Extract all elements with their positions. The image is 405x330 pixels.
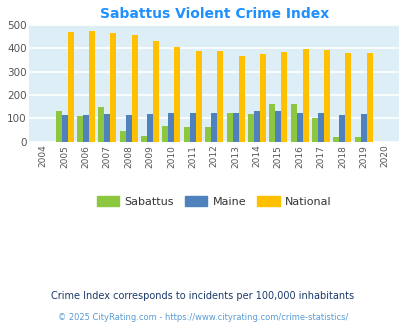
Bar [269,104,275,142]
Bar [247,114,253,142]
Bar [195,51,201,142]
Bar [162,126,168,142]
Bar [83,115,89,142]
Bar [104,114,110,142]
Bar [174,47,180,142]
Bar [232,113,238,142]
Bar [190,113,195,142]
Bar [275,111,281,142]
Bar [126,115,131,142]
Bar [345,53,351,142]
Bar [354,137,360,142]
Bar [238,56,244,142]
Bar [183,127,190,142]
Bar [55,111,62,142]
Bar [302,49,308,142]
Bar [131,35,137,142]
Bar [141,136,147,142]
Bar [205,127,211,142]
Bar [153,41,159,142]
Bar [360,114,366,142]
Bar [259,54,265,142]
Bar [290,104,296,142]
Bar [62,115,68,142]
Bar [311,118,317,142]
Bar [296,113,302,142]
Bar [110,33,116,142]
Bar [317,113,323,142]
Bar [77,116,83,142]
Legend: Sabattus, Maine, National: Sabattus, Maine, National [92,192,335,212]
Bar [217,51,223,142]
Bar [119,131,126,142]
Bar [281,52,287,142]
Bar [89,31,95,142]
Bar [333,137,339,142]
Bar [98,107,104,142]
Bar [211,113,217,142]
Text: © 2025 CityRating.com - https://www.cityrating.com/crime-statistics/: © 2025 CityRating.com - https://www.city… [58,313,347,322]
Bar [68,32,73,142]
Bar [226,113,232,142]
Bar [323,50,329,142]
Bar [253,112,259,142]
Title: Sabattus Violent Crime Index: Sabattus Violent Crime Index [99,7,328,21]
Bar [366,53,372,142]
Bar [339,115,345,142]
Text: Crime Index corresponds to incidents per 100,000 inhabitants: Crime Index corresponds to incidents per… [51,291,354,301]
Bar [147,114,153,142]
Bar [168,113,174,142]
